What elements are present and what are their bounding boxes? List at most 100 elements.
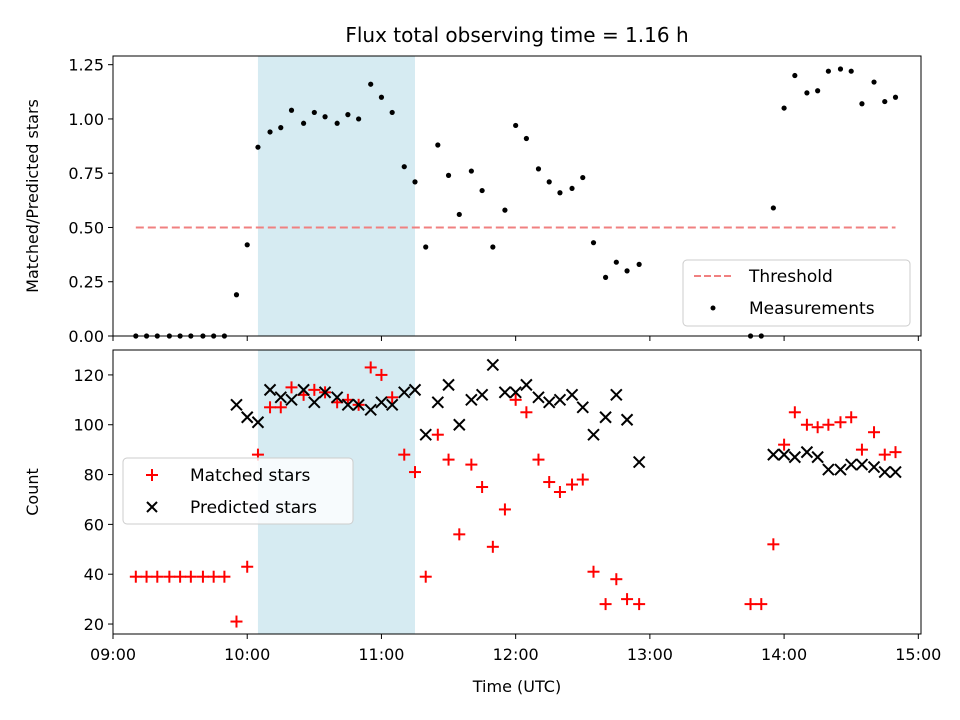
matched-star-marker bbox=[184, 570, 197, 583]
matched-star-marker bbox=[855, 443, 868, 456]
predicted-star-marker bbox=[330, 391, 344, 404]
y-tick-label: 1.25 bbox=[68, 56, 104, 75]
predicted-star-marker bbox=[811, 450, 824, 464]
matched-star-marker bbox=[264, 401, 277, 414]
matched-star-marker bbox=[465, 458, 478, 471]
matched-star-marker bbox=[364, 361, 377, 374]
matched-star-marker bbox=[218, 570, 231, 583]
x-tick-label: 13:00 bbox=[627, 645, 673, 664]
predicted-star-marker bbox=[263, 383, 277, 397]
measurement-point bbox=[255, 144, 261, 150]
measurement-point bbox=[311, 109, 317, 116]
predicted-star-marker bbox=[610, 388, 623, 402]
matched-star-marker bbox=[230, 615, 243, 628]
measurement-point bbox=[513, 122, 519, 129]
measurement-point bbox=[871, 79, 877, 85]
matched-star-marker bbox=[196, 570, 209, 583]
matched-star-marker bbox=[543, 476, 556, 489]
ratio-y-ticks: 0.00 0.25 0.50 0.75 1.00 1.25 bbox=[68, 56, 113, 346]
predicted-star-marker bbox=[408, 383, 422, 397]
matched-star-marker bbox=[442, 453, 455, 466]
matched-star-marker bbox=[308, 383, 321, 396]
measurement-point bbox=[557, 190, 563, 196]
matched-star-marker bbox=[834, 416, 847, 429]
matched-star-marker bbox=[566, 478, 579, 491]
predicted-star-marker bbox=[318, 386, 332, 399]
matched-star-marker bbox=[553, 486, 566, 498]
matched-star-marker bbox=[755, 598, 768, 611]
measurement-point bbox=[389, 109, 395, 116]
y-tick-label: 0.50 bbox=[68, 218, 104, 237]
measurement-point bbox=[412, 179, 418, 185]
legend-measurement-swatch bbox=[710, 305, 716, 311]
legend-matched-label: Matched stars bbox=[190, 466, 310, 486]
predicted-star-marker bbox=[274, 391, 287, 404]
count-legend: Matched stars Predicted stars bbox=[122, 457, 354, 525]
measurement-point bbox=[445, 172, 452, 178]
y-tick-label: 1.00 bbox=[68, 110, 104, 129]
x-tick-label: 14:00 bbox=[761, 645, 807, 664]
measurement-point bbox=[345, 112, 351, 118]
y-tick-label: 60 bbox=[84, 515, 104, 534]
y-tick-label: 80 bbox=[84, 466, 104, 485]
predicted-star-marker bbox=[587, 428, 600, 441]
matched-star-marker bbox=[621, 593, 634, 606]
measurement-point bbox=[322, 114, 328, 120]
measurement-point bbox=[892, 94, 899, 100]
matched-star-marker bbox=[532, 453, 545, 466]
matched-star-marker bbox=[800, 418, 813, 431]
matched-star-marker bbox=[274, 401, 287, 414]
predicted-star-marker bbox=[364, 403, 377, 416]
measurement-point bbox=[490, 244, 496, 250]
predicted-star-marker bbox=[834, 463, 847, 476]
measurement-point bbox=[356, 116, 362, 122]
matched-star-marker bbox=[386, 391, 399, 404]
matched-star-marker bbox=[778, 438, 791, 451]
measurement-point bbox=[815, 88, 821, 94]
measurement-point bbox=[502, 207, 508, 213]
predicted-star-marker bbox=[341, 398, 355, 412]
matched-star-marker bbox=[241, 560, 254, 573]
matched-star-marker bbox=[375, 368, 388, 381]
measurement-point bbox=[569, 185, 575, 192]
matched-star-marker bbox=[398, 448, 411, 461]
measurement-point bbox=[837, 66, 844, 72]
predicted-star-marker bbox=[419, 428, 432, 441]
measurement-point bbox=[580, 174, 586, 181]
matched-star-marker bbox=[788, 406, 801, 419]
measurement-point bbox=[267, 129, 273, 135]
matched-star-marker bbox=[408, 466, 421, 479]
chart-title: Flux total observing time = 1.16 h bbox=[345, 23, 688, 47]
predicted-star-marker bbox=[620, 413, 634, 426]
predicted-star-marker bbox=[230, 398, 243, 412]
matched-star-marker bbox=[845, 411, 858, 424]
y-tick-label: 0.25 bbox=[68, 273, 104, 292]
matched-star-marker bbox=[498, 503, 511, 516]
count-panel: 20 40 60 80 100 120 09:00 10:00 11:00 12:00 13:00… bbox=[23, 349, 941, 696]
measurement-point bbox=[535, 166, 542, 172]
predicted-star-marker bbox=[867, 460, 881, 474]
time-x-axis-label: Time (UTC) bbox=[472, 677, 561, 696]
predicted-star-marker bbox=[543, 396, 556, 409]
ratio-panel: 0.00 0.25 0.50 0.75 1.00 1.25 Matched/Predict… bbox=[23, 55, 922, 346]
measurement-point bbox=[848, 68, 854, 74]
measurement-point bbox=[401, 164, 407, 170]
observing-span bbox=[257, 56, 415, 336]
matched-star-marker bbox=[509, 393, 522, 406]
predicted-star-marker bbox=[486, 358, 500, 372]
count-panel-frame bbox=[112, 349, 922, 635]
measurement-point bbox=[233, 292, 240, 298]
predicted-star-marker bbox=[398, 386, 411, 399]
legend-predicted-label: Predicted stars bbox=[190, 498, 317, 518]
measurement-point bbox=[456, 211, 462, 218]
predicted-star-marker bbox=[632, 455, 646, 469]
ratio-legend: Threshold Measurements bbox=[682, 259, 911, 327]
legend-measurement-label: Measurements bbox=[749, 299, 875, 319]
predicted-star-marker bbox=[442, 378, 455, 392]
predicted-star-marker bbox=[855, 458, 869, 471]
y-tick-label: 0.75 bbox=[68, 164, 104, 183]
matched-star-marker bbox=[419, 570, 432, 583]
predicted-star-marker bbox=[475, 388, 489, 402]
x-tick-label: 10:00 bbox=[224, 645, 270, 664]
predicted-star-markers bbox=[230, 358, 902, 479]
